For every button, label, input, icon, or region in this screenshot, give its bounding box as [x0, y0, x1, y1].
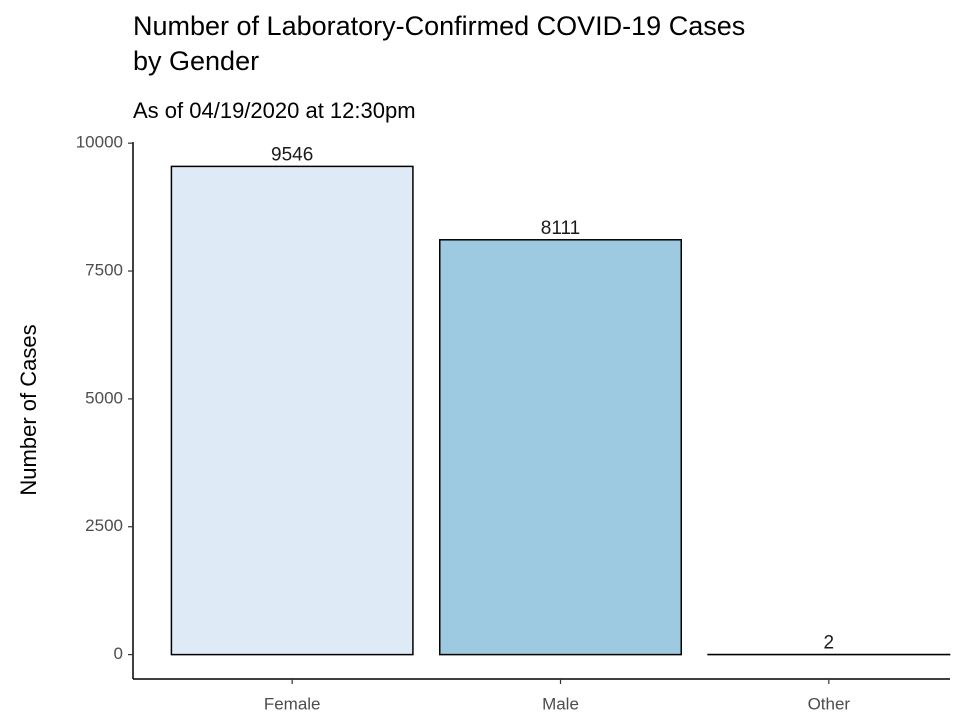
y-tick-label: 10000 — [76, 133, 123, 152]
chart-title: Number of Laboratory-Confirmed COVID-19 … — [133, 11, 745, 41]
x-tick-label: Male — [542, 694, 579, 713]
data-label: 9546 — [271, 144, 313, 165]
bar — [170, 165, 414, 656]
x-tick-label: Other — [808, 694, 851, 713]
y-tick-label: 2500 — [85, 516, 123, 535]
y-tick-label: 5000 — [85, 388, 123, 407]
chart-subtitle: As of 04/19/2020 at 12:30pm — [133, 98, 416, 123]
y-tick-label: 7500 — [85, 261, 123, 280]
y-tick-label: 0 — [114, 644, 123, 663]
y-axis-label: Number of Cases — [16, 324, 41, 495]
data-label: 8111 — [541, 218, 580, 239]
data-label: 2 — [824, 633, 835, 654]
x-tick-label: Female — [264, 694, 321, 713]
bar — [439, 239, 682, 656]
chart-title: by Gender — [133, 46, 259, 76]
